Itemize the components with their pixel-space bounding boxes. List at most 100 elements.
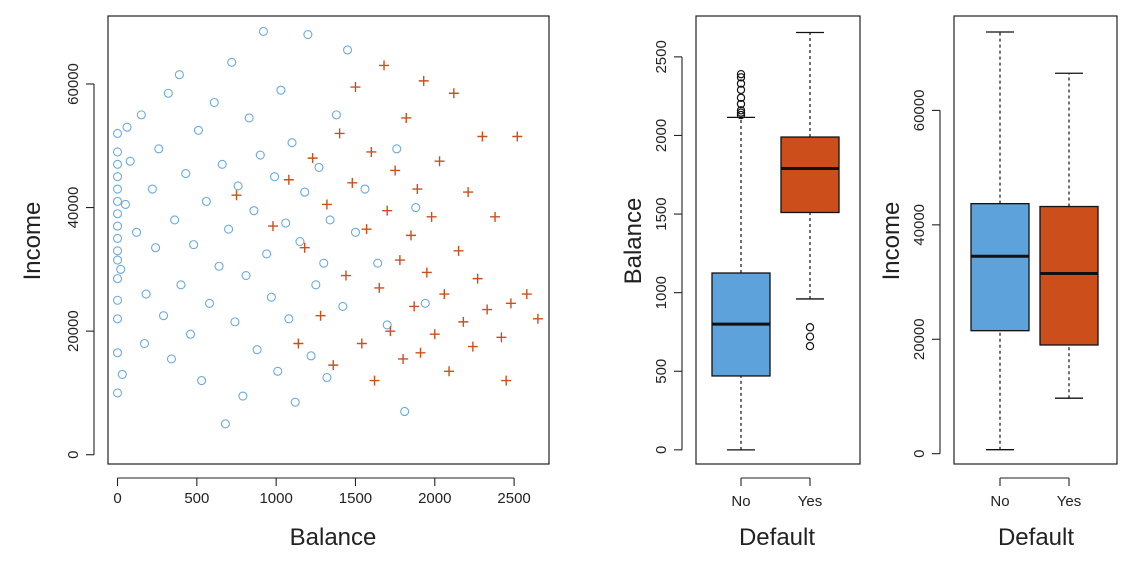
income-box-no bbox=[970, 203, 1030, 332]
scatter-point-yes bbox=[361, 224, 372, 235]
scatter-point-yes bbox=[379, 60, 390, 71]
scatter-point-yes bbox=[439, 289, 450, 300]
scatter-point-no bbox=[252, 345, 262, 355]
scatter-point-yes bbox=[521, 289, 532, 300]
scatter-point-yes bbox=[283, 174, 294, 185]
scatter-point-no bbox=[284, 314, 294, 324]
scatter-point-no bbox=[112, 159, 123, 169]
scatter-point-no bbox=[112, 172, 123, 182]
scatter-point-yes bbox=[405, 230, 416, 241]
scatter-point-yes bbox=[421, 267, 432, 278]
income-boxplot-x-label: Default bbox=[998, 524, 1074, 551]
scatter-point-yes bbox=[350, 82, 361, 93]
balance-y-tick-label: 0 bbox=[653, 446, 670, 454]
scatter-point-no bbox=[311, 280, 321, 290]
scatter-point-no bbox=[112, 348, 123, 358]
scatter-point-no bbox=[314, 162, 324, 172]
scatter-point-yes bbox=[458, 316, 469, 327]
scatter-point-yes bbox=[532, 313, 543, 324]
balance-outlier bbox=[736, 108, 746, 117]
scatter-point-yes bbox=[444, 366, 455, 377]
scatter-point-no bbox=[176, 280, 186, 290]
balance-outlier bbox=[736, 85, 746, 95]
scatter-point-no bbox=[112, 221, 123, 231]
scatter-x-axis: 0 500 1000 1500 2000 2500 bbox=[113, 477, 531, 507]
scatter-point-no bbox=[270, 172, 280, 182]
scatter-point-no bbox=[125, 156, 135, 166]
scatter-point-no bbox=[233, 181, 243, 191]
scatter-point-no bbox=[122, 122, 132, 132]
scatter-point-no bbox=[306, 351, 316, 361]
scatter-point-no bbox=[112, 209, 123, 219]
scatter-point-yes bbox=[453, 245, 464, 256]
scatter-point-yes bbox=[434, 156, 445, 167]
scatter-point-no bbox=[325, 215, 335, 225]
scatter-point-no bbox=[241, 270, 251, 281]
scatter-x-label: Balance bbox=[290, 524, 377, 551]
scatter-point-no bbox=[281, 218, 291, 228]
scatter-point-yes bbox=[382, 205, 393, 216]
scatter-x-tick-label: 0 bbox=[113, 490, 121, 507]
scatter-point-no bbox=[158, 311, 169, 321]
scatter-point-no bbox=[117, 369, 127, 379]
scatter-point-no bbox=[181, 169, 191, 179]
scatter-point-yes bbox=[409, 301, 420, 312]
scatter-point-no bbox=[112, 388, 123, 398]
income-boxplot-x-axis: No Yes bbox=[990, 477, 1081, 510]
scatter-point-no bbox=[392, 144, 402, 154]
scatter-point-no bbox=[224, 224, 234, 234]
scatter-point-no bbox=[163, 88, 173, 98]
scatter-point-yes bbox=[328, 360, 339, 371]
scatter-point-no bbox=[209, 97, 219, 108]
scatter-point-yes bbox=[385, 326, 396, 337]
balance-outlier bbox=[805, 332, 815, 341]
scatter-point-no bbox=[193, 125, 203, 135]
income-x-tick-label: Yes bbox=[1057, 493, 1081, 510]
scatter-point-yes bbox=[347, 177, 358, 188]
scatter-point-no bbox=[303, 29, 313, 40]
scatter-point-yes bbox=[418, 75, 429, 86]
scatter-point-yes bbox=[398, 353, 409, 364]
scatter-point-yes bbox=[299, 242, 310, 253]
scatter-point-no bbox=[112, 128, 123, 138]
balance-boxplot-frame bbox=[695, 15, 861, 465]
scatter-point-no bbox=[338, 301, 348, 311]
scatter-point-no bbox=[276, 85, 286, 95]
balance-outlier bbox=[805, 341, 815, 351]
scatter-point-no bbox=[120, 199, 130, 210]
income-box-yes bbox=[1039, 205, 1099, 346]
balance-boxplot-x-axis: No Yes bbox=[731, 477, 822, 510]
scatter-point-no bbox=[258, 26, 269, 36]
balance-y-tick-label: 500 bbox=[653, 359, 670, 384]
scatter-point-no bbox=[214, 261, 224, 271]
scatter-point-no bbox=[230, 317, 240, 327]
scatter-point-no bbox=[227, 57, 237, 67]
scatter-point-no bbox=[420, 298, 430, 308]
income-y-tick-label: 40000 bbox=[911, 204, 928, 246]
income-y-tick-label: 0 bbox=[911, 450, 928, 458]
scatter-point-no bbox=[350, 227, 361, 237]
scatter-point-no bbox=[189, 240, 199, 250]
balance-boxplot-y-axis: 0 500 1000 1500 2000 2500 bbox=[653, 40, 683, 454]
scatter-point-no bbox=[266, 292, 276, 302]
scatter-y-tick-label: 40000 bbox=[65, 187, 82, 229]
scatter-point-no bbox=[141, 289, 151, 299]
scatter-point-yes bbox=[293, 338, 304, 349]
scatter-point-no bbox=[112, 196, 123, 206]
scatter-point-no bbox=[373, 258, 383, 268]
scatter-point-no bbox=[147, 184, 157, 194]
balance-outlier bbox=[736, 93, 746, 102]
scatter-point-yes bbox=[512, 131, 523, 142]
scatter-point-no bbox=[170, 215, 180, 225]
scatter-point-yes bbox=[505, 298, 516, 309]
scatter-point-yes bbox=[490, 211, 501, 222]
scatter-point-yes bbox=[315, 310, 326, 321]
scatter-point-yes bbox=[321, 199, 332, 210]
scatter-point-yes bbox=[374, 282, 385, 293]
scatter-point-no bbox=[112, 255, 123, 265]
scatter-point-no bbox=[154, 144, 164, 154]
scatter-point-no bbox=[238, 391, 248, 401]
income-y-tick-label: 20000 bbox=[911, 318, 928, 360]
balance-y-tick-label: 2500 bbox=[653, 40, 670, 73]
scatter-point-yes bbox=[356, 338, 367, 349]
